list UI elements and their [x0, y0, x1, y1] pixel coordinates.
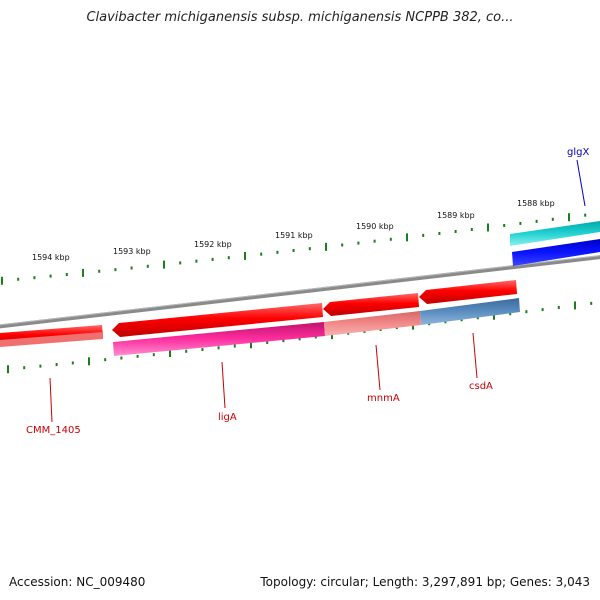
scale-label-1593: 1593 kbp — [113, 247, 151, 256]
gene-track-mnmA[interactable] — [324, 311, 421, 336]
gene-track-CMM_1405[interactable] — [0, 332, 103, 347]
gene-arrow-glgX-track-cyan[interactable] — [510, 221, 600, 246]
gene-label-mnmA[interactable]: mnmA — [367, 393, 400, 404]
scale-label-1589: 1589 kbp — [437, 211, 475, 220]
scale-labels: 1594 kbp 1593 kbp 1592 kbp 1591 kbp 1590… — [32, 199, 555, 262]
scale-label-1594: 1594 kbp — [32, 253, 70, 262]
summary-text: Topology: circular; Length: 3,297,891 bp… — [260, 575, 590, 589]
gene-track-ligA[interactable] — [113, 322, 325, 356]
leader-glgX — [576, 159, 586, 207]
leader-csdA — [472, 332, 478, 379]
gene-arrow-mnmA[interactable] — [323, 293, 419, 316]
scale-label-1592: 1592 kbp — [194, 240, 232, 249]
gene-label-glgX[interactable]: glgX — [567, 147, 589, 158]
gene-arrow-ligA[interactable] — [112, 303, 323, 337]
scale-label-1590: 1590 kbp — [356, 222, 394, 231]
scale-ticks-upper — [1, 213, 587, 285]
gene-label-ligA[interactable]: ligA — [218, 412, 237, 423]
genome-backbone — [0, 255, 600, 329]
gene-label-csdA[interactable]: csdA — [469, 381, 493, 392]
gene-arrow-csdA[interactable] — [419, 280, 517, 304]
accession-text: Accession: NC_009480 — [9, 575, 146, 589]
leader-mnmA — [375, 344, 381, 391]
scale-label-1591: 1591 kbp — [275, 231, 313, 240]
leader-CMM_1405 — [49, 377, 53, 423]
leader-ligA — [221, 361, 226, 409]
scale-label-1588: 1588 kbp — [517, 199, 555, 208]
gene-track-csdA[interactable] — [420, 298, 520, 325]
gene-label-CMM_1405[interactable]: CMM_1405 — [26, 425, 81, 436]
map-title: Clavibacter michiganensis subsp. michiga… — [86, 10, 514, 25]
gene-arrow-glgX[interactable] — [512, 239, 600, 266]
